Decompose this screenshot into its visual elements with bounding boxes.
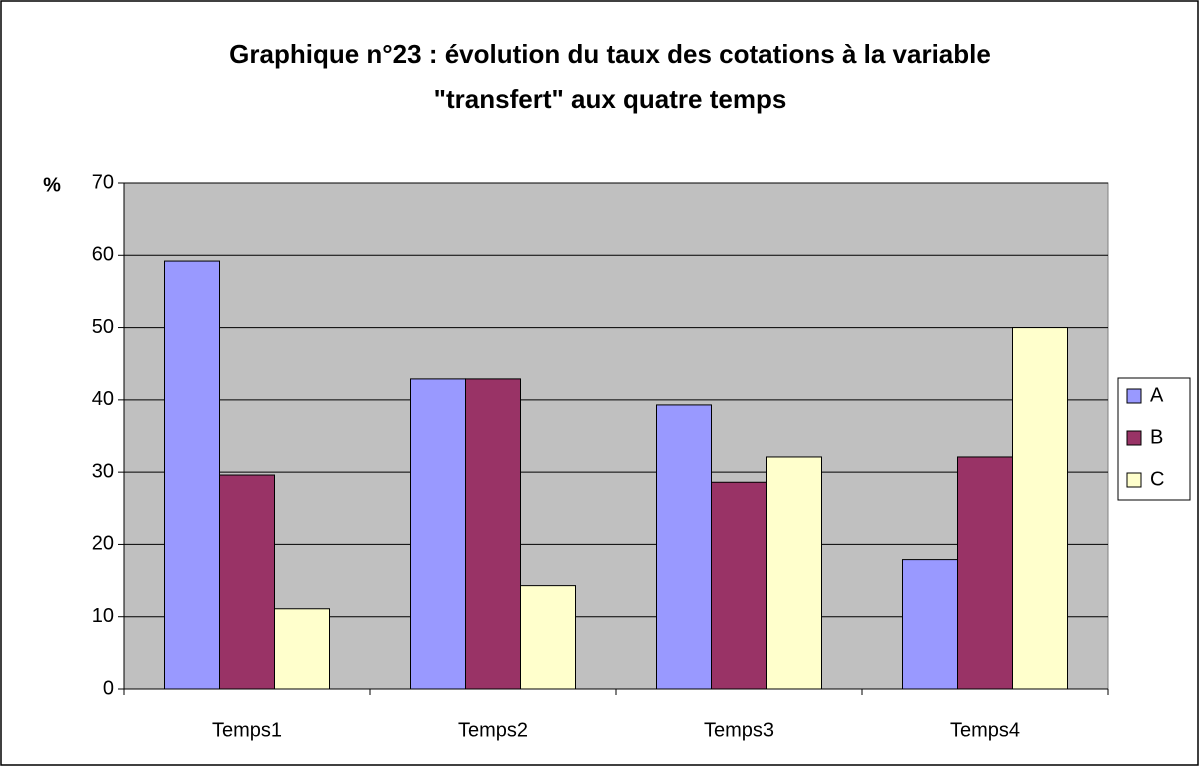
bar <box>902 559 958 690</box>
y-axis-label: % <box>43 174 61 196</box>
bar <box>766 456 822 690</box>
bar <box>957 456 1013 690</box>
legend-swatch <box>1126 472 1142 488</box>
bar <box>1012 327 1068 690</box>
legend-swatch <box>1126 430 1142 446</box>
bar <box>656 404 712 690</box>
y-tick-label: 70 <box>92 171 114 193</box>
legend-label: A <box>1150 384 1164 406</box>
y-tick-label: 50 <box>92 316 114 338</box>
y-tick-label: 60 <box>92 244 114 266</box>
x-tick-label: Temps4 <box>950 719 1020 741</box>
bar <box>711 481 767 690</box>
bar <box>274 608 330 690</box>
bar <box>465 378 521 690</box>
bar <box>410 378 466 690</box>
bar <box>219 474 275 690</box>
y-tick-label: 20 <box>92 533 114 555</box>
y-tick-label: 40 <box>92 388 114 410</box>
chart-title: "transfert" aux quatre temps <box>434 84 787 114</box>
legend-label: B <box>1150 426 1163 448</box>
bar <box>164 260 220 690</box>
x-tick-label: Temps3 <box>704 719 774 741</box>
y-tick-label: 30 <box>92 460 114 482</box>
y-tick-label: 0 <box>103 677 114 699</box>
legend-swatch <box>1126 388 1142 404</box>
y-tick-label: 10 <box>92 605 114 627</box>
bar <box>520 585 576 690</box>
x-tick-label: Temps1 <box>212 719 282 741</box>
x-tick-label: Temps2 <box>458 719 528 741</box>
legend-label: C <box>1150 468 1164 490</box>
chart-title: Graphique n°23 : évolution du taux des c… <box>229 39 991 69</box>
